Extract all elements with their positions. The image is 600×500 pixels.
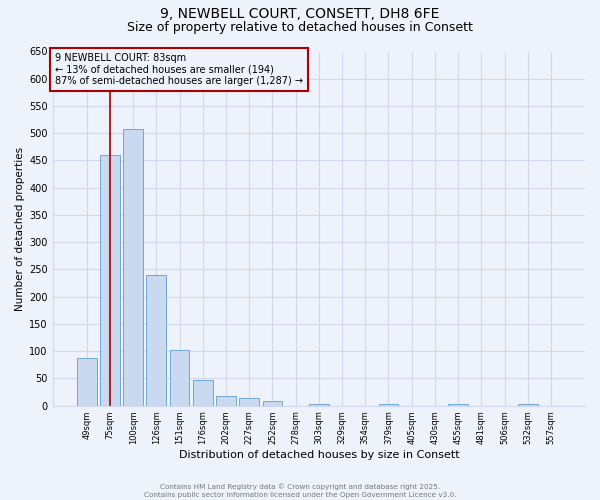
Bar	[100, 155, 120, 406]
Bar	[193, 380, 212, 406]
Y-axis label: Number of detached properties: Number of detached properties	[15, 146, 25, 310]
Bar	[216, 396, 236, 406]
Bar	[309, 404, 329, 406]
Bar	[379, 404, 398, 406]
Text: 9 NEWBELL COURT: 83sqm
← 13% of detached houses are smaller (194)
87% of semi-de: 9 NEWBELL COURT: 83sqm ← 13% of detached…	[55, 54, 304, 86]
Bar	[123, 130, 143, 406]
Bar	[170, 350, 190, 406]
Bar	[518, 404, 538, 406]
Text: Size of property relative to detached houses in Consett: Size of property relative to detached ho…	[127, 21, 473, 34]
X-axis label: Distribution of detached houses by size in Consett: Distribution of detached houses by size …	[179, 450, 459, 460]
Text: 9, NEWBELL COURT, CONSETT, DH8 6FE: 9, NEWBELL COURT, CONSETT, DH8 6FE	[160, 8, 440, 22]
Bar	[146, 275, 166, 406]
Bar	[448, 404, 468, 406]
Text: Contains HM Land Registry data © Crown copyright and database right 2025.
Contai: Contains HM Land Registry data © Crown c…	[144, 484, 456, 498]
Bar	[263, 401, 282, 406]
Bar	[77, 358, 97, 406]
Bar	[239, 398, 259, 406]
